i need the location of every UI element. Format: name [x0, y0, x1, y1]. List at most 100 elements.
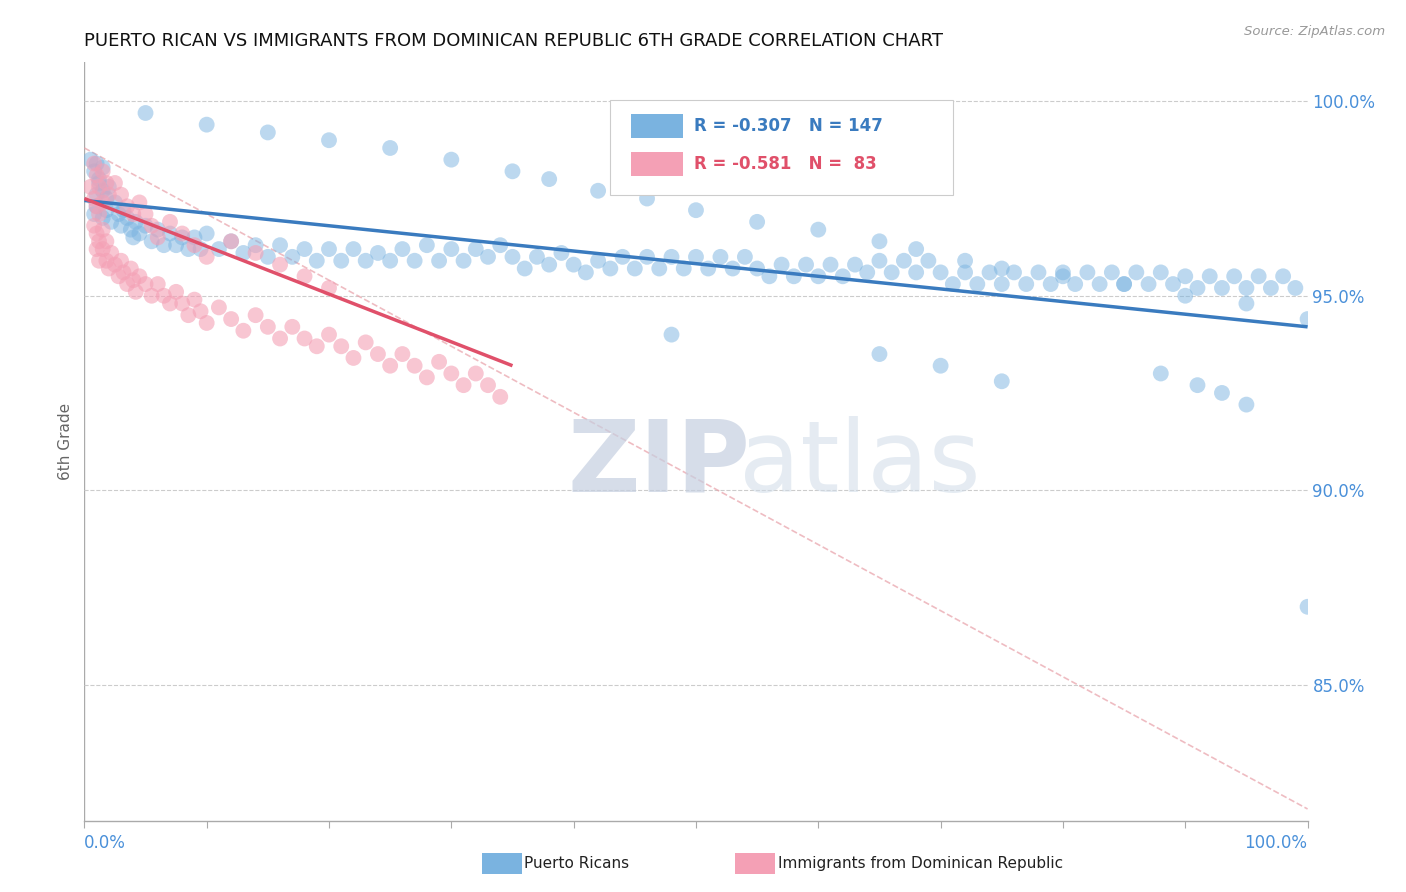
Point	[905, 265, 928, 279]
Point	[257, 319, 280, 334]
Point	[427, 355, 450, 369]
Point	[115, 277, 138, 291]
Point	[1198, 269, 1220, 284]
Point	[87, 172, 110, 186]
Point	[183, 293, 205, 307]
Point	[477, 250, 499, 264]
Point	[153, 289, 176, 303]
Point	[195, 227, 218, 241]
Point	[177, 308, 200, 322]
Point	[1015, 277, 1038, 291]
Point	[513, 261, 536, 276]
Point	[86, 187, 108, 202]
Point	[685, 250, 707, 264]
Point	[86, 242, 108, 256]
Point	[599, 261, 621, 276]
Point	[661, 250, 683, 264]
Point	[104, 176, 127, 190]
Point	[416, 238, 439, 252]
Point	[770, 258, 793, 272]
Point	[135, 207, 157, 221]
Point	[502, 164, 524, 178]
Point	[905, 242, 928, 256]
Point	[1125, 265, 1147, 279]
Point	[128, 269, 150, 284]
Point	[550, 246, 572, 260]
Point	[172, 227, 194, 241]
Point	[538, 258, 561, 272]
Point	[648, 261, 671, 276]
Point	[661, 327, 683, 342]
Point	[869, 253, 891, 268]
Point	[141, 289, 163, 303]
Point	[83, 164, 105, 178]
Point	[477, 378, 499, 392]
Point	[86, 199, 108, 213]
Point	[269, 258, 291, 272]
Point	[1052, 269, 1074, 284]
Point	[96, 192, 118, 206]
Point	[844, 258, 866, 272]
Text: ZIP: ZIP	[568, 416, 751, 513]
Point	[97, 261, 120, 276]
Point	[86, 168, 108, 182]
Point	[110, 219, 132, 233]
Point	[112, 203, 135, 218]
Point	[91, 184, 114, 198]
Point	[83, 192, 105, 206]
Point	[330, 253, 353, 268]
Point	[991, 277, 1014, 291]
Point	[953, 253, 976, 268]
Point	[87, 207, 110, 221]
Point	[502, 250, 524, 264]
Point	[294, 242, 316, 256]
Point	[342, 242, 364, 256]
Point	[856, 265, 879, 279]
Point	[734, 250, 756, 264]
Point	[219, 235, 242, 249]
Point	[83, 207, 105, 221]
Point	[146, 230, 169, 244]
Point	[869, 235, 891, 249]
Point	[135, 219, 157, 233]
Point	[453, 378, 475, 392]
Point	[146, 222, 169, 236]
Point	[697, 261, 720, 276]
Text: PUERTO RICAN VS IMMIGRANTS FROM DOMINICAN REPUBLIC 6TH GRADE CORRELATION CHART: PUERTO RICAN VS IMMIGRANTS FROM DOMINICA…	[84, 32, 943, 50]
Point	[489, 238, 512, 252]
Point	[1052, 265, 1074, 279]
Point	[190, 304, 212, 318]
Point	[391, 242, 413, 256]
Point	[1247, 269, 1270, 284]
Point	[219, 235, 242, 249]
Point	[245, 308, 267, 322]
Text: 100.0%: 100.0%	[1244, 834, 1308, 852]
Point	[104, 195, 127, 210]
Point	[1137, 277, 1160, 291]
Point	[305, 253, 328, 268]
Point	[991, 374, 1014, 388]
Point	[107, 269, 129, 284]
Text: Source: ZipAtlas.com: Source: ZipAtlas.com	[1244, 25, 1385, 38]
Point	[330, 339, 353, 353]
Point	[380, 253, 402, 268]
Point	[820, 258, 842, 272]
Point	[404, 253, 426, 268]
Point	[245, 238, 267, 252]
Point	[1114, 277, 1136, 291]
Point	[172, 230, 194, 244]
Point	[672, 261, 695, 276]
Point	[195, 250, 218, 264]
Point	[1272, 269, 1295, 284]
Point	[489, 390, 512, 404]
Point	[79, 179, 101, 194]
Point	[354, 335, 377, 350]
Point	[91, 164, 114, 178]
Bar	[631, 114, 682, 138]
Point	[183, 238, 205, 252]
Point	[172, 296, 194, 310]
Point	[1187, 378, 1209, 392]
Point	[91, 242, 114, 256]
Text: R = -0.581   N =  83: R = -0.581 N = 83	[693, 155, 876, 173]
Point	[135, 277, 157, 291]
